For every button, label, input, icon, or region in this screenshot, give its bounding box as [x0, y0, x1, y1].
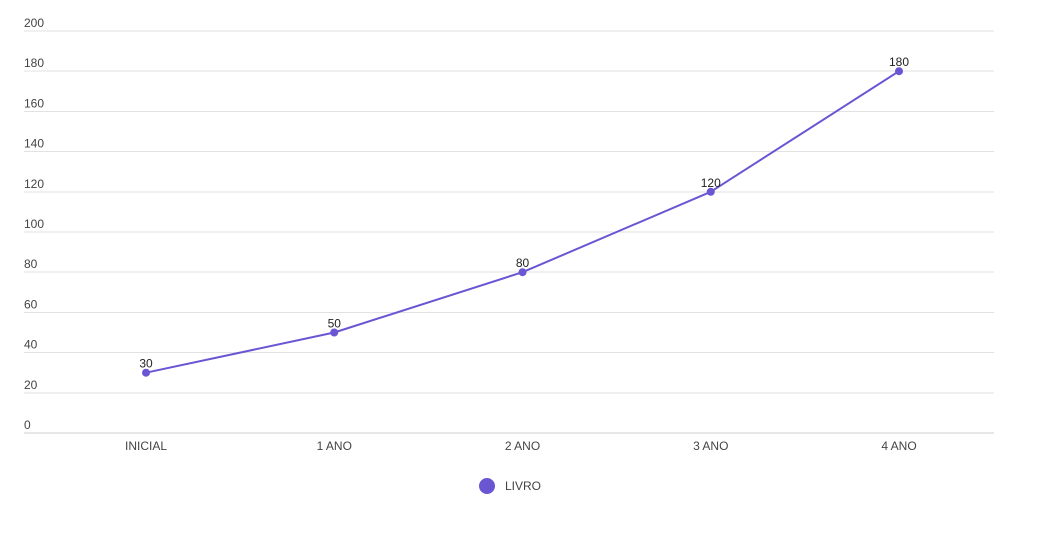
y-tick-label: 0: [24, 418, 31, 432]
data-point[interactable]: [330, 328, 339, 337]
data-label: 30: [139, 357, 153, 371]
data-point[interactable]: [895, 67, 903, 76]
data-point[interactable]: [706, 187, 715, 196]
legend-marker-icon[interactable]: [479, 478, 495, 494]
y-tick-label: 180: [24, 56, 44, 70]
data-label: 120: [701, 176, 721, 190]
series-layer: 30 50 80 120 180: [139, 55, 909, 377]
x-category-label: 3 ANO: [693, 439, 728, 453]
x-category-label: INICIAL: [125, 439, 167, 453]
x-category-label: 2 ANO: [505, 439, 540, 453]
x-category-label: 4 ANO: [881, 439, 916, 453]
x-axis-categories: INICIAL 1 ANO 2 ANO 3 ANO 4 ANO: [125, 439, 917, 453]
series-line: [145, 70, 900, 374]
legend-label[interactable]: LIVRO: [505, 479, 541, 493]
y-tick-label: 80: [24, 257, 38, 271]
y-axis-ticks: 0 20 40 60 80 100 120 140 160 180 200: [24, 16, 44, 432]
y-tick-label: 100: [24, 217, 44, 231]
legend[interactable]: LIVRO: [479, 478, 541, 494]
data-label: 80: [516, 256, 530, 270]
y-tick-label: 20: [24, 378, 38, 392]
y-tick-label: 60: [24, 297, 38, 311]
gridlines: [24, 30, 994, 434]
y-tick-label: 200: [24, 16, 44, 30]
y-tick-label: 140: [24, 137, 44, 151]
y-tick-label: 120: [24, 177, 44, 191]
data-point[interactable]: [518, 268, 527, 277]
y-tick-label: 40: [24, 338, 38, 352]
data-point[interactable]: [142, 368, 150, 377]
y-tick-label: 160: [24, 96, 44, 110]
data-label: 50: [328, 317, 342, 331]
data-label: 180: [889, 55, 909, 69]
x-category-label: 1 ANO: [317, 439, 352, 453]
